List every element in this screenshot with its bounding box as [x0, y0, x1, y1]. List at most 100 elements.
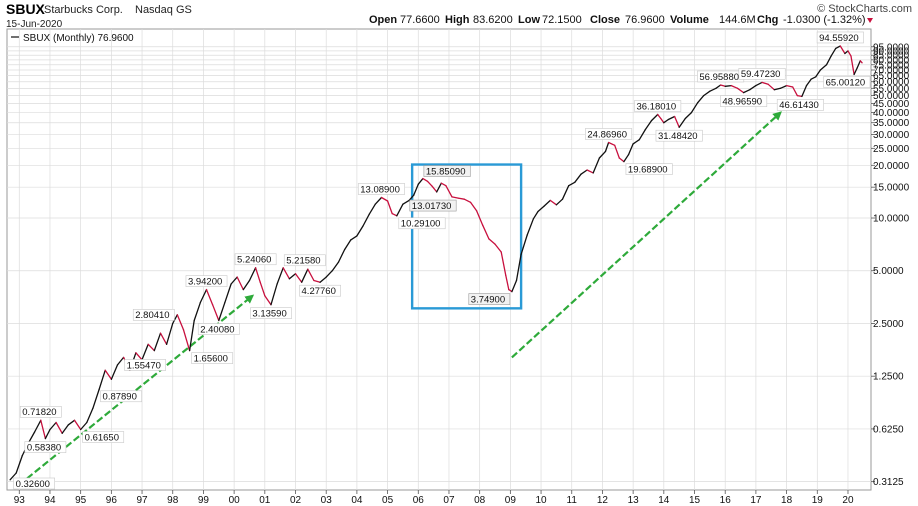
company-name: Starbucks Corp.: [44, 4, 123, 16]
annotation-label: 56.95880: [699, 72, 739, 83]
price-segment: [532, 210, 539, 220]
annotation-label: 31.48420: [658, 131, 698, 142]
price-segment: [301, 268, 309, 283]
annotation-label: 2.80410: [135, 310, 169, 321]
highlight-box: [410, 163, 523, 310]
price-segment: [159, 332, 168, 345]
annotation-label: 65.00120: [826, 77, 866, 88]
price-segment: [193, 301, 202, 322]
price-segment: [801, 84, 808, 98]
price-segment: [555, 198, 564, 206]
price-segment: [644, 119, 653, 131]
price-segment: [218, 301, 226, 322]
price-segment: [673, 115, 680, 128]
price-segment: [110, 364, 119, 380]
y-tick-label: 90.0000: [873, 46, 910, 57]
price-segment: [618, 157, 625, 163]
x-tick-label: 10: [535, 495, 547, 506]
volume-value: 144.6M: [719, 14, 756, 26]
x-tick-label: 11: [567, 495, 578, 506]
price-annotation: 1.55470: [124, 359, 166, 371]
annotation-box: [250, 307, 292, 319]
annotation-box: [409, 199, 457, 212]
annotation-box: [776, 99, 824, 111]
triangle-down-icon: [867, 18, 873, 23]
price-segment: [242, 279, 251, 291]
price-annotation: 3.13590: [250, 307, 292, 319]
price-segment: [779, 84, 788, 89]
price-segment: [436, 182, 442, 193]
price-segment: [825, 55, 832, 66]
price-segment: [709, 87, 717, 92]
y-tick-label: 35.0000: [873, 118, 910, 129]
price-segment: [350, 235, 358, 241]
annotation-box: [720, 95, 768, 107]
price-segment: [86, 407, 94, 424]
price-segment: [703, 90, 711, 97]
price-segment: [153, 332, 162, 352]
price-segment: [724, 84, 732, 87]
x-tick-label: 01: [259, 495, 271, 506]
annotation-box: [585, 128, 633, 140]
price-segment: [678, 117, 686, 128]
price-segment: [27, 431, 36, 444]
annotation-label: 3.13590: [252, 308, 286, 319]
price-segment: [380, 196, 389, 202]
x-tick-label: 08: [474, 495, 486, 506]
price-segment: [663, 118, 670, 124]
price-segment: [270, 283, 278, 306]
price-segment: [199, 288, 208, 304]
x-tick-label: 14: [658, 495, 670, 506]
brand-watermark: © StockCharts.com: [817, 3, 912, 15]
price-line: [9, 45, 863, 481]
price-segment: [391, 212, 398, 217]
price-segment: [586, 169, 594, 174]
price-segment: [413, 183, 419, 196]
x-tick-label: 03: [321, 495, 333, 506]
price-segment: [475, 210, 484, 226]
y-tick-label: 50.0000: [873, 91, 910, 102]
annotation-label: 0.61650: [85, 432, 119, 443]
annotation-box: [625, 163, 673, 175]
price-segment: [719, 84, 726, 87]
price-segment: [543, 199, 551, 207]
price-segment: [80, 421, 88, 431]
annotation-box: [423, 165, 471, 177]
price-segment: [796, 94, 803, 98]
price-segment: [511, 279, 518, 293]
ohlc-readout: Open 77.6600 High 83.6200 Low 72.1500 Cl…: [369, 14, 873, 26]
price-segment: [561, 185, 570, 200]
price-annotation: 36.18010: [634, 100, 682, 112]
price-segment: [767, 83, 775, 91]
price-segment: [172, 314, 178, 325]
y-tick-label: 25.0000: [873, 144, 910, 155]
price-segment: [431, 185, 438, 193]
price-segment: [850, 55, 855, 76]
price-segment: [417, 177, 424, 185]
legend-label: SBUX (Monthly) 76.9600: [23, 33, 134, 44]
price-segment: [92, 388, 100, 409]
price-annotation: 0.87890: [100, 390, 142, 403]
annotation-label: 3.94200: [188, 276, 222, 287]
price-segment: [549, 199, 558, 206]
price-segment: [402, 199, 410, 205]
annotation-box: [634, 100, 682, 112]
x-tick-label: 19: [812, 495, 824, 506]
annotation-label: 1.55470: [127, 360, 161, 371]
x-tick-label: 02: [290, 495, 302, 506]
price-segment: [15, 454, 23, 474]
price-segment: [325, 270, 333, 278]
price-annotation: 46.61430: [776, 99, 824, 111]
price-segment: [847, 50, 852, 57]
price-annotation: 10.29100: [398, 217, 446, 230]
price-segment: [440, 182, 447, 187]
price-segment: [730, 84, 739, 89]
price-segment: [319, 276, 327, 283]
price-segment: [176, 314, 185, 331]
price-segment: [742, 89, 751, 94]
price-annotation: 13.08900: [357, 183, 405, 195]
price-segment: [574, 173, 582, 183]
price-segment: [604, 141, 610, 153]
y-tick-label: 0.6250: [873, 424, 904, 435]
x-tick-label: 97: [136, 495, 148, 506]
